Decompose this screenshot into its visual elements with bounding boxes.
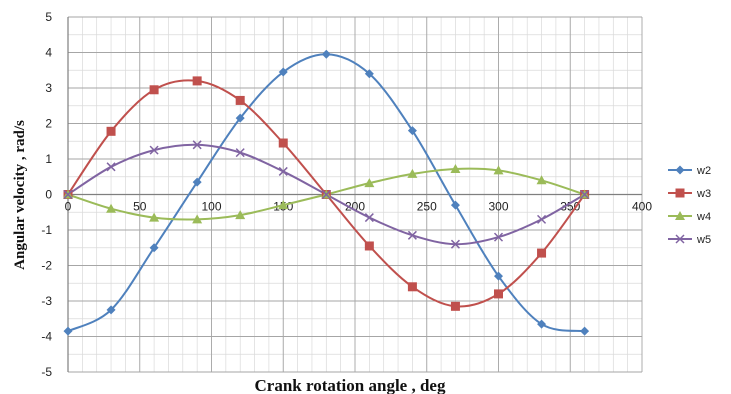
data-point-w5 [364,213,374,223]
x-tick-label: 350 [560,200,580,214]
y-tick-label: 4 [45,46,52,60]
data-point-w5 [149,145,159,155]
y-tick-label: -2 [41,259,52,273]
y-tick-label: 3 [45,81,52,95]
data-point-w4 [192,214,203,224]
legend-item-w5: w5 [668,234,711,246]
data-point-w4 [407,168,418,178]
data-point-w3 [364,241,374,251]
y-tick-label: 1 [45,152,52,166]
data-point-w4 [235,210,246,220]
data-point-w3 [192,76,202,86]
data-point-w4 [278,200,289,210]
legend-item-w2: w2 [668,165,711,177]
data-point-w5 [450,239,460,249]
data-point-w3 [537,248,547,258]
data-point-w2 [364,69,374,79]
data-point-w2 [63,326,73,336]
x-tick-labels: 050100150200250300350400 [65,200,653,214]
legend: w2 w3 w4 w5 [668,165,711,246]
data-point-w5 [537,214,547,224]
legend-item-w4: w4 [668,211,711,223]
data-point-w5 [407,230,417,240]
data-point-w4 [536,175,547,185]
x-tick-label: 0 [65,200,72,214]
data-point-w2 [192,177,202,187]
series-markers [63,49,590,336]
x-tick-label: 300 [488,200,508,214]
data-point-w4 [450,163,461,173]
y-axis-title: Angular velocity , rad/s [12,120,28,270]
x-tick-label: 400 [632,200,652,214]
data-point-w5 [321,189,331,200]
data-point-w5 [493,232,504,242]
y-tick-label: 5 [45,10,52,24]
y-tick-label: -1 [41,223,52,237]
data-point-w5 [106,162,116,172]
data-point-w2 [580,326,590,336]
data-point-w5 [63,189,73,200]
legend-marker [675,165,685,175]
legend-item-w3: w3 [668,188,711,200]
legend-marker [675,211,685,220]
x-tick-label: 50 [133,200,147,214]
legend-marker [675,234,685,244]
data-point-w3 [106,126,116,136]
y-tick-label: 2 [45,117,52,131]
legend-label: w5 [696,234,711,246]
legend-label: w2 [696,165,711,177]
data-point-w5 [192,140,202,150]
data-point-w2 [494,271,503,281]
data-point-w3 [494,289,503,299]
data-point-w2 [235,113,245,123]
x-axis-title: Crank rotation angle , deg [255,376,446,394]
y-tick-label: -3 [41,294,52,308]
data-point-w2 [321,49,331,59]
data-point-w2 [149,243,159,253]
legend-label: w4 [696,211,711,223]
data-point-w2 [537,319,547,329]
data-point-w3 [450,301,460,311]
data-point-w2 [450,200,460,210]
legend-label: w3 [696,188,711,200]
data-point-w2 [407,126,417,136]
x-tick-label: 250 [417,200,437,214]
y-tick-label: 0 [45,188,52,202]
data-point-w3 [278,138,288,148]
data-point-w3 [149,85,159,95]
data-point-w4 [149,212,160,222]
data-point-w3 [235,95,245,105]
y-tick-label: -4 [41,330,52,344]
data-point-w5 [278,166,288,176]
data-point-w3 [407,282,417,292]
data-point-w4 [493,165,504,175]
y-tick-label: -5 [41,365,52,379]
data-point-w2 [278,67,288,77]
data-point-w2 [106,305,116,315]
y-tick-labels: -5 -4 -3 -2 -1 0 1 2 3 4 5 [41,10,52,379]
data-point-w4 [364,178,375,188]
data-point-w4 [106,203,117,213]
x-tick-label: 100 [201,200,221,214]
legend-marker [675,188,685,198]
x-tick-label: 200 [345,200,365,214]
data-point-w5 [580,189,590,200]
data-point-w5 [235,148,245,158]
